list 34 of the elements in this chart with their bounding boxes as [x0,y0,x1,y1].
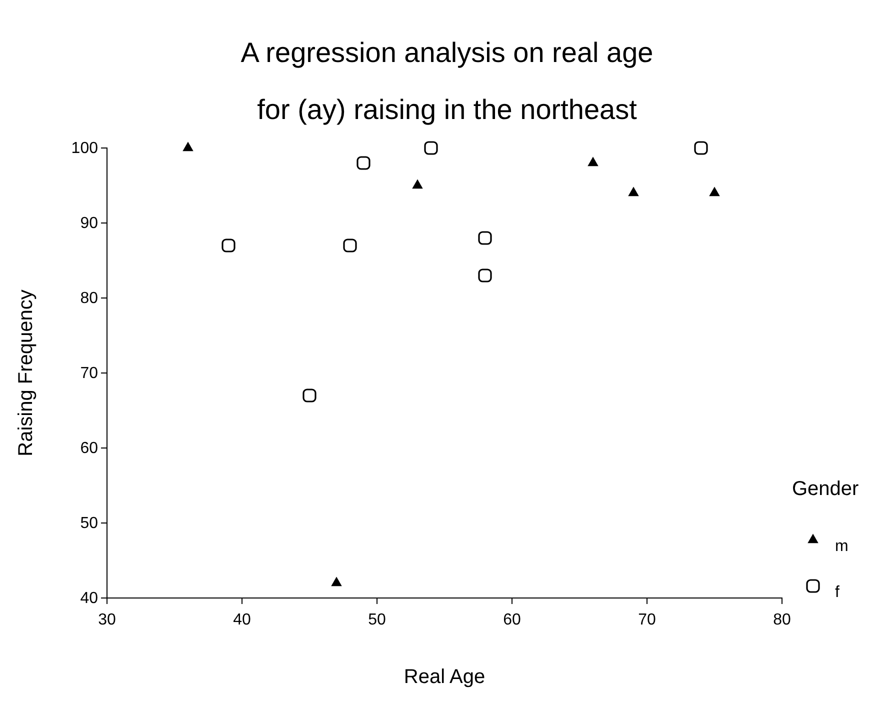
point [424,141,438,155]
x-axis-title: Real Age [404,666,486,688]
x-tick-label: 30 [98,612,116,629]
legend-label: f [835,584,840,601]
y-tick-label: 60 [80,440,98,458]
y-tick-label: 80 [80,290,98,308]
x-tick-label: 70 [638,612,656,629]
point [302,388,316,402]
y-tick-label: 70 [80,365,98,382]
point [222,238,236,252]
x-tick-label: 50 [368,612,386,629]
y-tick-label: 100 [71,140,98,158]
point [588,156,598,166]
y-tick-label: 40 [80,590,98,608]
point [182,142,194,152]
x-tick-label: 60 [503,612,521,629]
legend-title: Gender [792,478,860,500]
point [478,231,492,245]
y-axis-title: Raising Frequency [15,290,37,456]
y-tick-label: 90 [80,215,98,232]
point [709,186,720,196]
chart-title: A regression analysis on real age [240,37,654,68]
x-tick-label: 40 [233,612,251,629]
point [356,156,370,170]
point [694,141,708,155]
x-tick-label: 80 [773,612,791,629]
point [412,179,423,189]
chart-subtitle: for (ay) raising in the northeast [257,94,638,125]
point [628,186,639,196]
point [478,268,492,282]
point [331,576,342,586]
point [343,238,357,252]
y-tick-label: 50 [80,515,98,532]
legend-label: m [835,538,848,555]
